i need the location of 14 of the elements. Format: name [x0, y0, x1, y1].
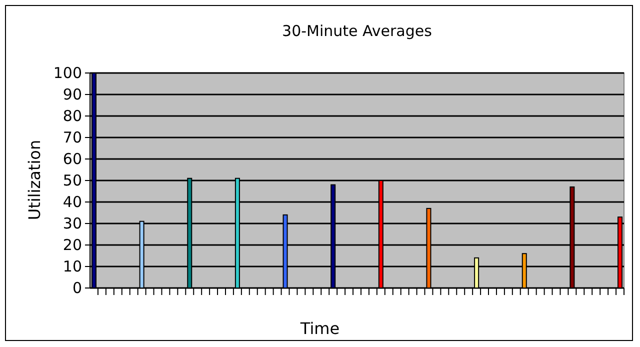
y-tick-label: 20	[62, 236, 82, 254]
y-tick-label: 50	[62, 171, 82, 190]
y-tick-label: 80	[62, 106, 82, 125]
y-tick-label: 0	[72, 278, 82, 297]
y-axis-title: Utilization	[25, 140, 44, 220]
y-tick-label: 10	[62, 257, 82, 276]
y-tick-label: 40	[62, 192, 82, 211]
x-axis-title: Time	[299, 319, 340, 338]
y-tick-label: 90	[62, 85, 82, 104]
chart-title: 30-Minute Averages	[282, 22, 432, 40]
y-tick-label: 30	[62, 214, 82, 232]
y-tick-label: 60	[62, 150, 82, 168]
y-tick-label: 100	[53, 64, 82, 82]
y-tick-label: 70	[62, 128, 82, 146]
